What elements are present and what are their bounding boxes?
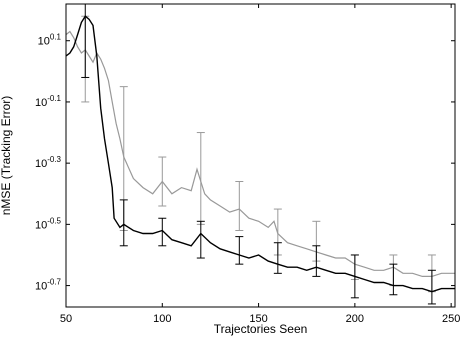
series-layer (65, 3, 455, 305)
series-1 (65, 15, 455, 293)
x-tick-label: 50 (60, 313, 72, 325)
y-tick-label: 10-0.3 (35, 155, 62, 170)
y-tick-label: 10-0.7 (35, 278, 62, 293)
y-axis-label: nMSE (Tracking Error) (0, 96, 13, 216)
axis-ticks (65, 4, 455, 307)
plot-frame (65, 3, 456, 308)
y-tick-labels: 100.1 10-0.1 10-0.3 10-0.5 10-0.7 (35, 33, 62, 293)
x-tick-label: 200 (346, 313, 364, 325)
x-tick-label: 100 (153, 313, 171, 325)
x-axis-label: Trajectories Seen (214, 322, 308, 336)
x-tick-label: 150 (249, 313, 267, 325)
y-tick-label: 10-0.5 (35, 216, 62, 231)
series-2-line (65, 15, 455, 293)
y-tick-label: 100.1 (38, 33, 62, 48)
y-tick-label: 10-0.1 (35, 94, 62, 109)
series-2 (65, 3, 455, 305)
x-tick-label: 250 (442, 313, 460, 325)
x-tick-labels: 50 100 150 200 250 (60, 313, 460, 325)
series-1-line (65, 30, 455, 277)
